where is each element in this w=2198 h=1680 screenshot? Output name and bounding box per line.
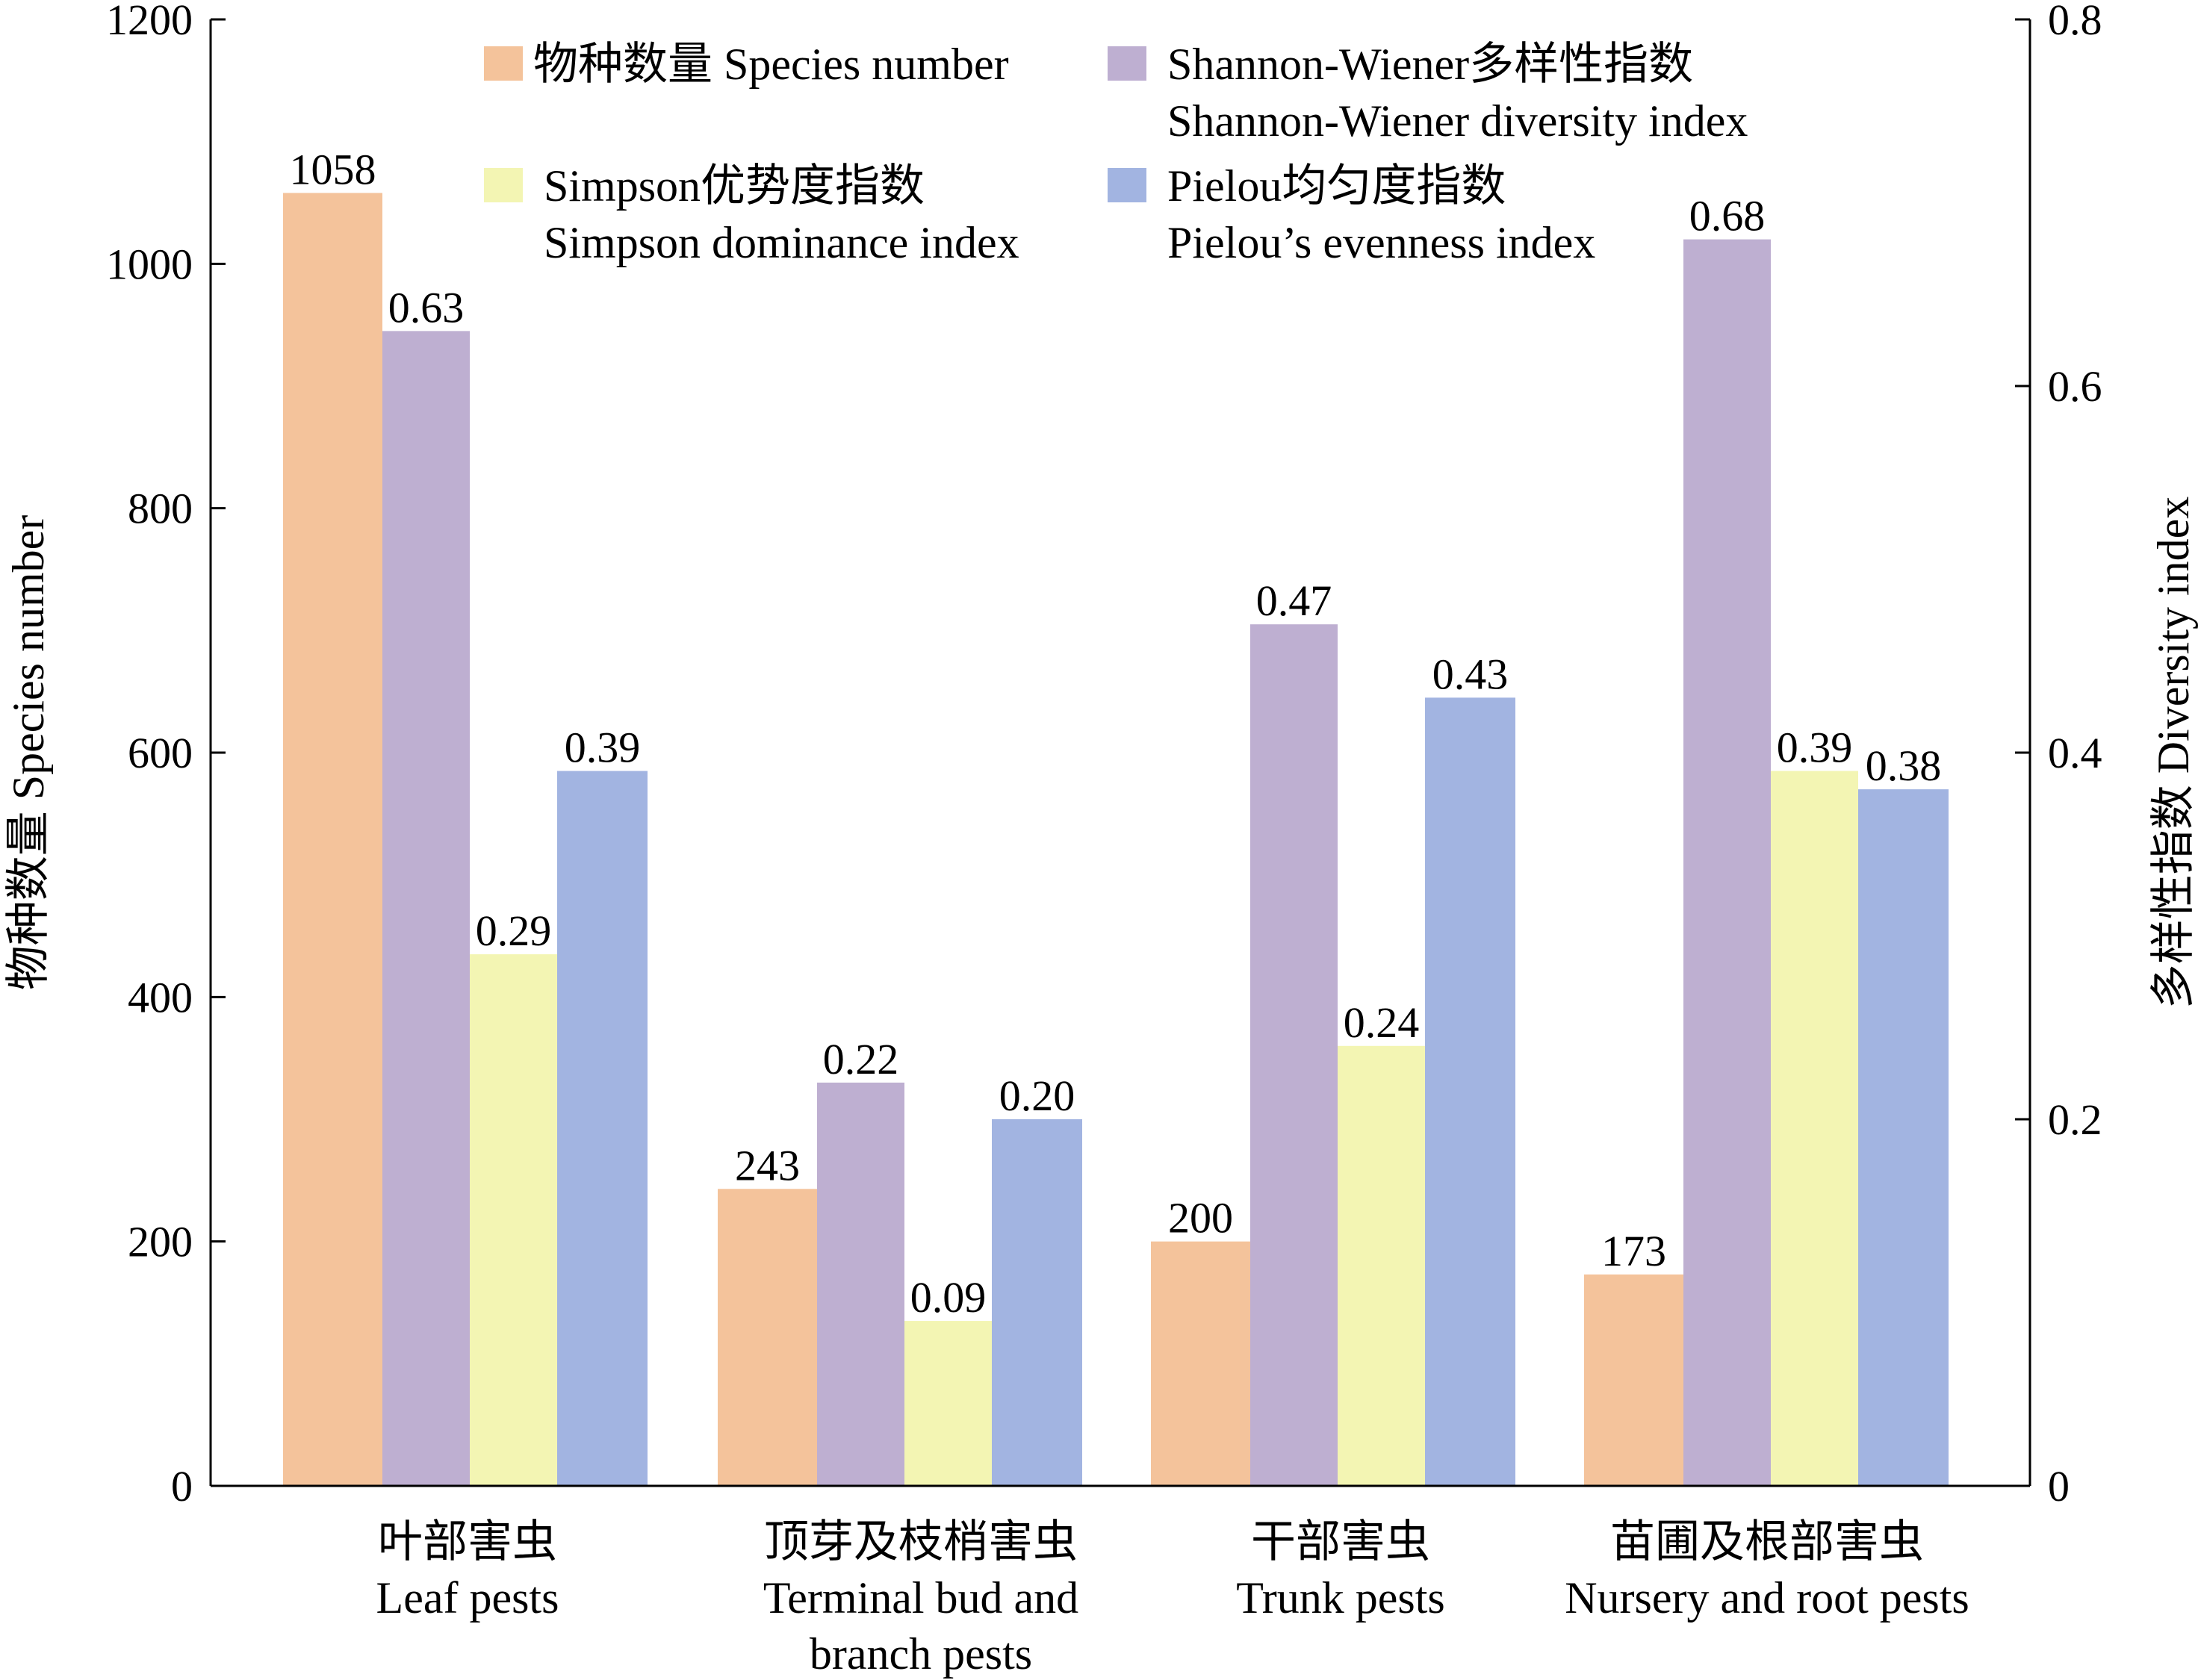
legend-label-2: Simpson优势度指数 xyxy=(544,161,925,211)
right-tick-label: 0 xyxy=(2048,1462,2070,1511)
data-label-3-2: 0.43 xyxy=(1432,650,1509,698)
bar-0-0 xyxy=(283,193,382,1486)
data-label-0-1: 243 xyxy=(735,1141,800,1189)
data-label-1-2: 0.47 xyxy=(1256,576,1332,625)
right-tick-label: 0.8 xyxy=(2048,0,2102,44)
right-axis-title: 多样性指数 Diversity index xyxy=(2149,497,2198,1009)
bar-3-2 xyxy=(1425,697,1515,1486)
bar-3-1 xyxy=(992,1119,1082,1486)
left-axis-title: 物种数量 Species number xyxy=(4,515,53,991)
left-tick-label: 1200 xyxy=(106,0,193,44)
legend-swatch-2 xyxy=(484,168,523,202)
category-label-en: Leaf pests xyxy=(376,1573,559,1623)
category-label-cn: 叶部害虫 xyxy=(378,1517,557,1567)
left-tick-label: 800 xyxy=(128,485,193,533)
data-label-1-1: 0.22 xyxy=(823,1035,899,1083)
bar-1-2 xyxy=(1250,624,1338,1486)
bar-0-2 xyxy=(1151,1241,1250,1486)
bar-2-3 xyxy=(1771,771,1858,1486)
legend-label-1: Shannon-Wiener diversity index xyxy=(1167,96,1748,146)
bar-1-3 xyxy=(1683,239,1771,1487)
category-label-en: Trunk pests xyxy=(1236,1573,1445,1623)
bar-1-0 xyxy=(382,331,470,1487)
bar-2-0 xyxy=(470,954,557,1486)
data-label-0-2: 200 xyxy=(1168,1194,1233,1242)
data-label-3-0: 0.39 xyxy=(565,724,641,772)
category-label-cn: 顶芽及枝梢害虫 xyxy=(764,1517,1078,1567)
data-label-2-1: 0.09 xyxy=(910,1273,987,1322)
bar-3-0 xyxy=(557,771,648,1486)
legend-label-1: Shannon-Wiener多样性指数 xyxy=(1167,40,1693,89)
data-label-1-3: 0.68 xyxy=(1689,192,1766,240)
right-tick-label: 0.6 xyxy=(2048,362,2102,411)
legend-label-0: 物种数量 Species number xyxy=(533,40,1009,89)
left-tick-label: 0 xyxy=(171,1462,193,1511)
bar-2-2 xyxy=(1338,1045,1425,1486)
right-tick-label: 0.2 xyxy=(2048,1095,2102,1144)
data-label-2-0: 0.29 xyxy=(476,906,552,955)
bar-2-1 xyxy=(904,1321,992,1486)
data-label-3-3: 0.38 xyxy=(1866,741,1942,790)
data-label-3-1: 0.20 xyxy=(999,1071,1075,1120)
data-label-2-2: 0.24 xyxy=(1344,998,1420,1047)
bar-1-1 xyxy=(817,1082,904,1486)
category-label-en: Nursery and root pests xyxy=(1565,1573,1969,1623)
left-tick-label: 400 xyxy=(128,973,193,1021)
bar-3-3 xyxy=(1858,789,1949,1486)
category-label-en: branch pests xyxy=(810,1629,1032,1679)
left-tick-label: 600 xyxy=(128,729,193,777)
legend-swatch-1 xyxy=(1108,46,1146,81)
category-label-cn: 干部害虫 xyxy=(1251,1517,1430,1567)
left-tick-label: 200 xyxy=(128,1218,193,1266)
data-label-0-0: 1058 xyxy=(290,145,376,193)
legend-swatch-0 xyxy=(484,46,523,81)
category-label-en: Terminal bud and xyxy=(763,1573,1078,1623)
legend-label-2: Simpson dominance index xyxy=(544,218,1019,267)
bar-0-3 xyxy=(1584,1274,1683,1486)
category-label-cn: 苗圃及根部害虫 xyxy=(1610,1517,1924,1567)
bar-0-1 xyxy=(718,1189,817,1486)
left-tick-label: 1000 xyxy=(106,240,193,288)
right-tick-label: 0.4 xyxy=(2048,729,2102,777)
legend-swatch-3 xyxy=(1108,168,1146,202)
legend-label-3: Pielou均匀度指数 xyxy=(1167,161,1506,211)
data-label-1-0: 0.63 xyxy=(388,283,465,332)
data-label-0-3: 173 xyxy=(1601,1227,1666,1275)
data-label-2-3: 0.39 xyxy=(1777,724,1853,772)
legend-label-3: Pielou’s evenness index xyxy=(1167,218,1595,267)
